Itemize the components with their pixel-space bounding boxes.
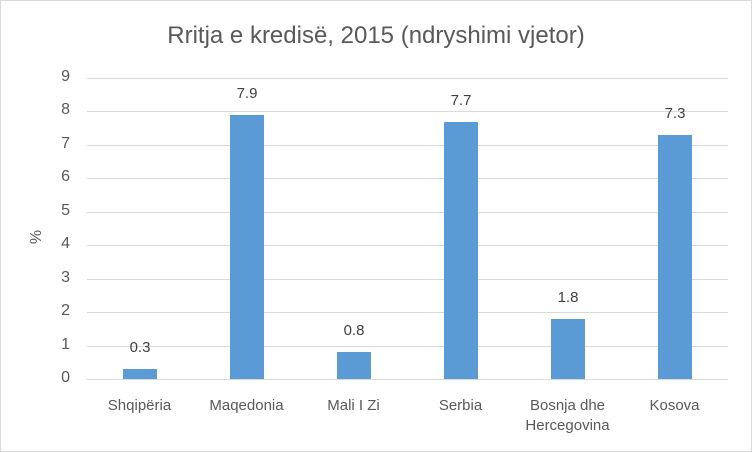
data-label: 0.8 <box>343 322 365 339</box>
data-label: 7.9 <box>236 85 258 102</box>
x-tick-label: Bosnja dhe Hercegovina <box>525 397 610 434</box>
bar[interactable] <box>337 352 371 379</box>
y-tick-label: 6 <box>61 168 70 185</box>
y-tick-label: 1 <box>61 336 70 353</box>
gridline <box>87 312 728 313</box>
x-axis-line <box>87 379 728 380</box>
y-tick-label: 0 <box>61 369 70 386</box>
y-tick-label: 2 <box>61 302 70 319</box>
x-tick-label: Serbia <box>438 397 483 414</box>
y-tick-label: 9 <box>61 68 70 85</box>
bar[interactable] <box>444 122 478 379</box>
bar[interactable] <box>551 319 585 379</box>
y-tick-label: 5 <box>61 202 70 219</box>
data-label: 7.7 <box>450 92 472 109</box>
x-tick-label: Kosova <box>649 397 700 414</box>
gridline <box>87 245 728 246</box>
bar[interactable] <box>230 115 264 379</box>
gridline <box>87 78 728 79</box>
gridline <box>87 178 728 179</box>
data-label: 7.3 <box>664 105 686 122</box>
x-tick-label: Mali I Zi <box>327 397 380 414</box>
y-tick-label: 7 <box>61 135 70 152</box>
gridline <box>87 212 728 213</box>
y-tick-label: 4 <box>61 235 70 252</box>
gridline <box>87 145 728 146</box>
bar[interactable] <box>123 369 157 379</box>
x-tick-label: Maqedonia <box>209 397 284 414</box>
gridline <box>87 279 728 280</box>
y-tick-label: 3 <box>61 269 70 286</box>
bar[interactable] <box>658 135 692 379</box>
y-axis-label: % <box>28 229 46 245</box>
chart-title: Rritja e kredisë, 2015 (ndryshimi vjetor… <box>167 22 585 49</box>
y-tick-label: 8 <box>61 101 70 118</box>
gridline <box>87 346 728 347</box>
x-tick-label: Shqipëria <box>107 397 172 414</box>
gridline <box>87 111 728 112</box>
data-label: 1.8 <box>557 289 579 306</box>
data-label: 0.3 <box>129 339 151 356</box>
